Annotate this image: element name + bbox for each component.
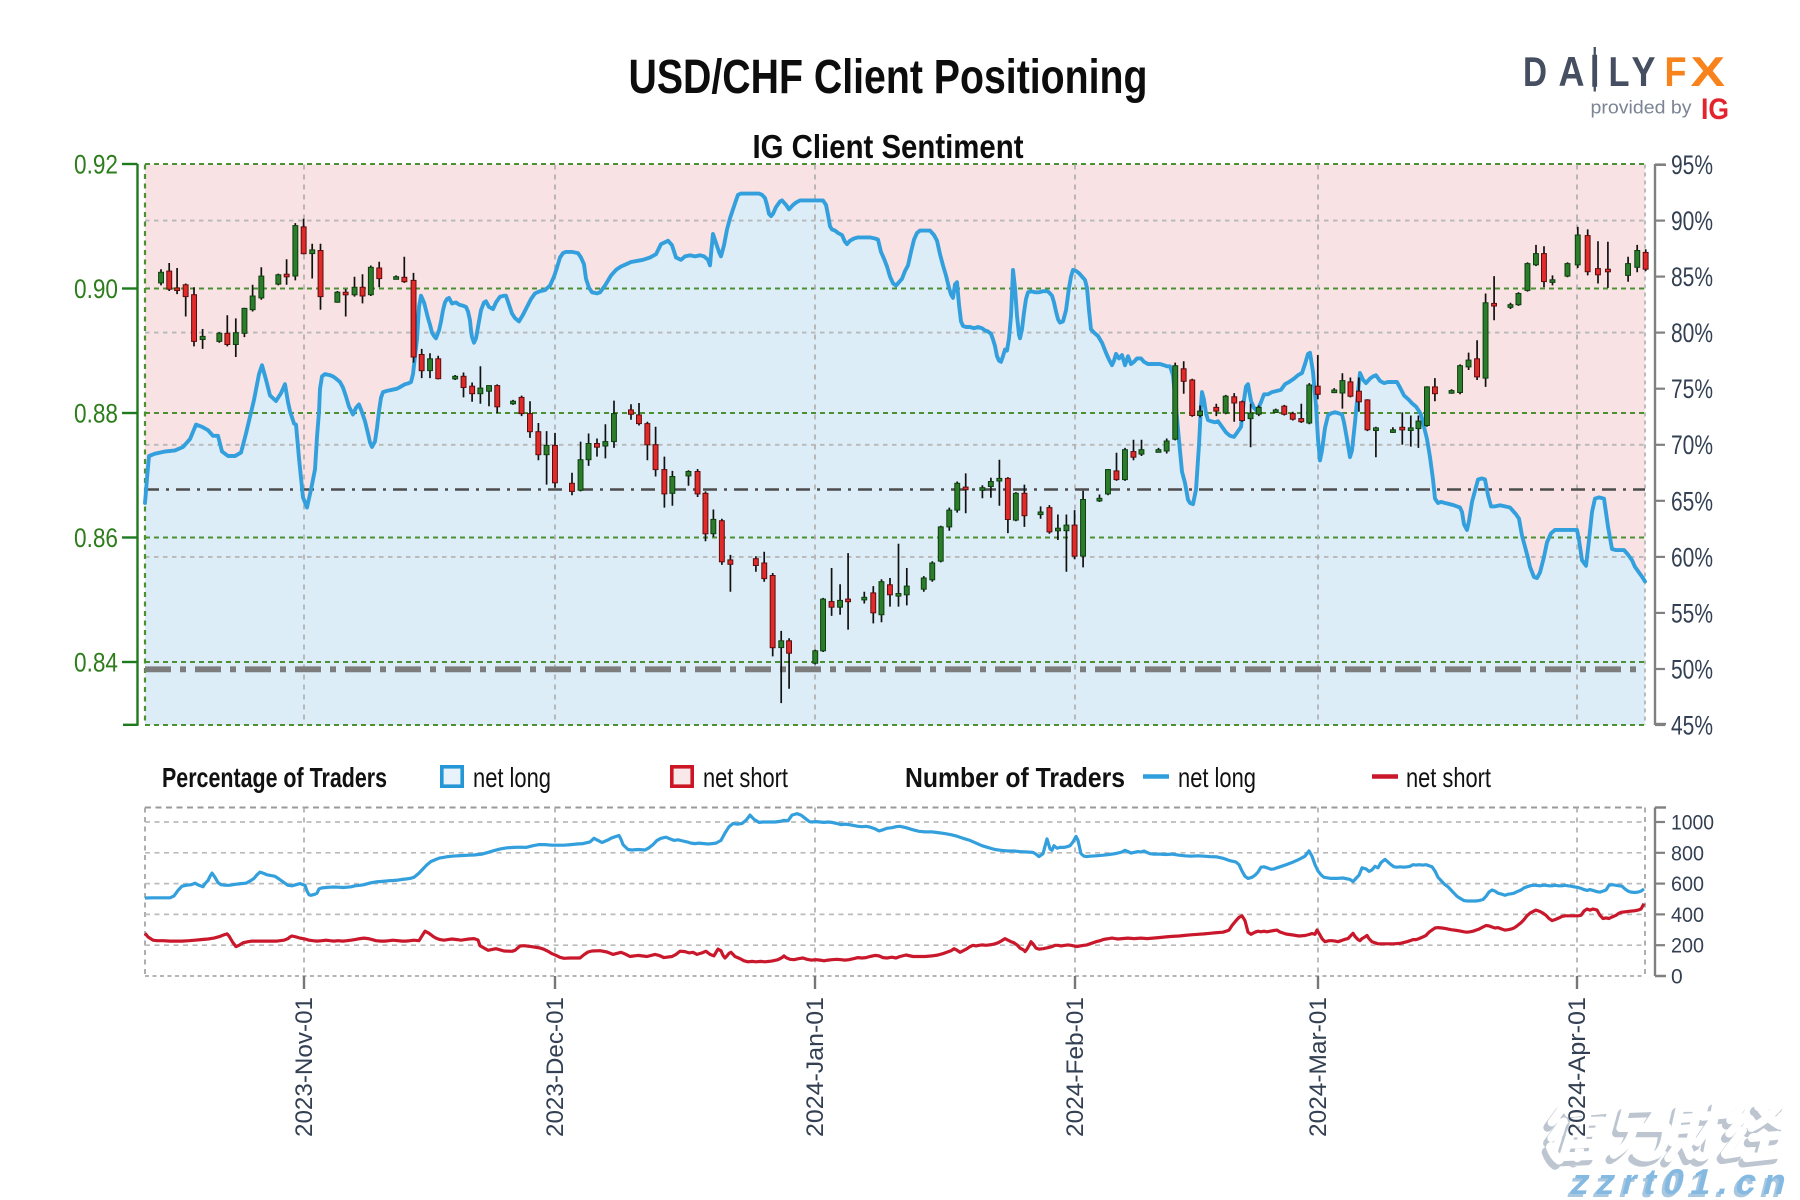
svg-text:0.88: 0.88 (74, 399, 118, 429)
svg-text:0.84: 0.84 (74, 648, 118, 678)
svg-text:0.86: 0.86 (74, 523, 118, 553)
svg-text:net long: net long (473, 762, 551, 793)
svg-text:Percentage of Traders: Percentage of Traders (162, 762, 387, 793)
svg-text:0.90: 0.90 (74, 274, 118, 304)
svg-text:50%: 50% (1671, 655, 1713, 685)
svg-text:zzrt01.cn: zzrt01.cn (1567, 1162, 1799, 1200)
svg-text:net short: net short (703, 762, 788, 793)
svg-text:net short: net short (1406, 762, 1491, 793)
svg-text:2023-Dec-01: 2023-Dec-01 (542, 997, 569, 1137)
svg-text:95%: 95% (1671, 150, 1713, 180)
svg-text:800: 800 (1671, 842, 1704, 865)
svg-text:600: 600 (1671, 873, 1704, 896)
svg-text:USD/CHF Client Positioning: USD/CHF Client Positioning (629, 51, 1148, 104)
svg-text:90%: 90% (1671, 206, 1713, 236)
svg-text:IG Client Sentiment: IG Client Sentiment (753, 128, 1024, 165)
svg-text:provided by: provided by (1591, 97, 1693, 118)
svg-text:IG: IG (1701, 93, 1729, 126)
svg-text:400: 400 (1671, 904, 1704, 927)
svg-text:55%: 55% (1671, 598, 1713, 628)
svg-text:2024-Mar-01: 2024-Mar-01 (1305, 997, 1332, 1137)
svg-text:2023-Nov-01: 2023-Nov-01 (291, 997, 318, 1137)
svg-text:45%: 45% (1671, 711, 1713, 741)
svg-text:X: X (1691, 48, 1726, 95)
svg-text:2024-Jan-01: 2024-Jan-01 (802, 997, 829, 1137)
svg-text:1000: 1000 (1671, 812, 1714, 835)
svg-text:65%: 65% (1671, 486, 1713, 516)
svg-text:2024-Feb-01: 2024-Feb-01 (1062, 997, 1089, 1137)
svg-text:0.92: 0.92 (74, 150, 118, 180)
svg-text:Number of Traders: Number of Traders (905, 762, 1125, 793)
svg-text:70%: 70% (1671, 430, 1713, 460)
svg-text:75%: 75% (1671, 374, 1713, 404)
svg-text:F: F (1665, 48, 1687, 95)
svg-text:60%: 60% (1671, 542, 1713, 572)
svg-text:0: 0 (1671, 966, 1683, 989)
svg-text:zzrt01.cn: zzrt01.cn (1564, 1165, 1796, 1200)
svg-text:L: L (1609, 48, 1630, 95)
svg-text:A: A (1559, 48, 1585, 95)
svg-text:200: 200 (1671, 935, 1704, 958)
svg-text:85%: 85% (1671, 262, 1713, 292)
svg-text:D: D (1523, 48, 1547, 95)
svg-text:80%: 80% (1671, 318, 1713, 348)
svg-text:2024-Apr-01: 2024-Apr-01 (1564, 997, 1591, 1137)
svg-text:Y: Y (1632, 48, 1656, 95)
svg-text:net long: net long (1178, 762, 1256, 793)
